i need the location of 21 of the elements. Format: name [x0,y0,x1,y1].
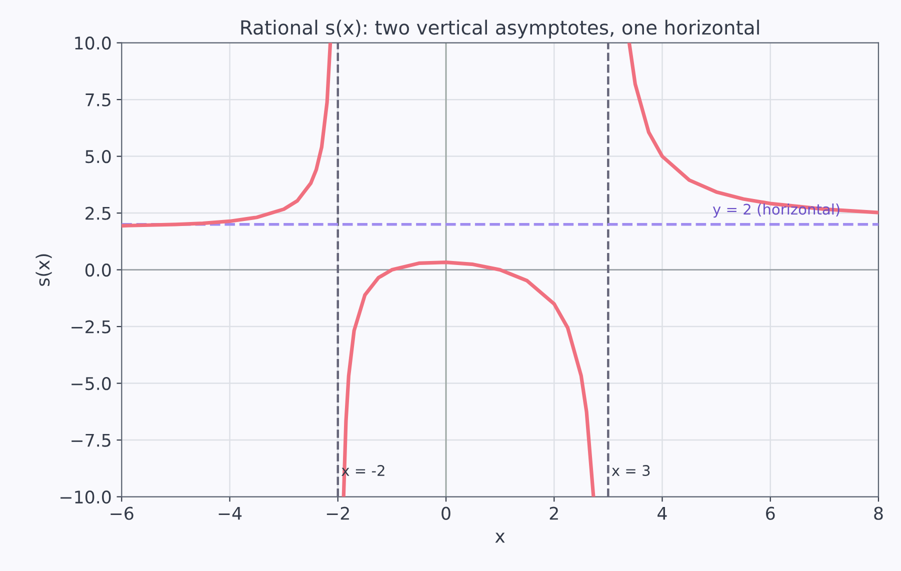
x-axis-title: x [495,532,505,543]
ref-line-label: x = 3 [612,465,650,476]
x-tick-label: −4 [218,507,242,520]
x-tick-label: 0 [442,506,450,520]
x-tick-label: 2 [550,506,558,520]
x-tick-label: −2 [326,506,349,520]
y-tick-label: 5.0 [86,150,111,164]
y-tick-label: 7.5 [86,94,110,106]
y-tick-label: 0.0 [85,264,111,277]
y-tick-label: −10.0 [60,490,111,504]
y-tick-label: −7.5 [72,434,110,447]
y-tick-label: −5.0 [72,376,111,390]
x-tick-label: 6 [766,506,775,520]
x-tick-label: 8 [874,506,883,520]
y-tick-label: −2.5 [72,320,110,334]
x-tick-label: 4 [658,507,667,520]
y-tick-label: 2.5 [86,206,110,220]
chart-title: Rational s(x): two vertical asymptotes, one horizontal [241,20,759,39]
y-axis-title: s(x) [36,254,52,286]
x-tick-label: −6 [110,506,134,520]
y-tick-label: 10.0 [75,36,111,50]
